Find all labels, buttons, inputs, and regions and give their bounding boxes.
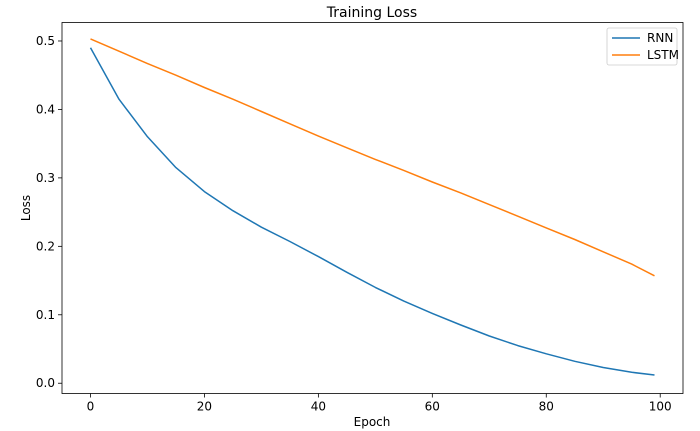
- x-tick-label: 40: [311, 400, 326, 414]
- y-tick-label: 0.0: [36, 376, 55, 390]
- chart-title: Training Loss: [326, 5, 417, 21]
- x-tick-label: 0: [87, 400, 95, 414]
- x-tick-label: 100: [649, 400, 672, 414]
- legend-label-rnn: RNN: [647, 31, 673, 45]
- y-tick-label: 0.5: [36, 34, 55, 48]
- y-axis-label: Loss: [19, 195, 33, 221]
- series-line-lstm: [90, 38, 655, 277]
- x-tick-label: 20: [197, 400, 212, 414]
- legend: RNN LSTM: [606, 27, 679, 66]
- x-axis-label: Epoch: [354, 415, 391, 429]
- x-tick-label: 60: [425, 400, 440, 414]
- y-tick-label: 0.2: [36, 239, 55, 253]
- y-tick-label: 0.1: [36, 308, 55, 322]
- y-tick-label: 0.4: [36, 102, 55, 116]
- legend-label-lstm: LSTM: [647, 48, 679, 62]
- plot-frame: [61, 22, 684, 394]
- series-line-rnn: [89, 47, 655, 376]
- x-tick-label: 80: [539, 400, 554, 414]
- y-tick-label: 0.3: [36, 171, 55, 185]
